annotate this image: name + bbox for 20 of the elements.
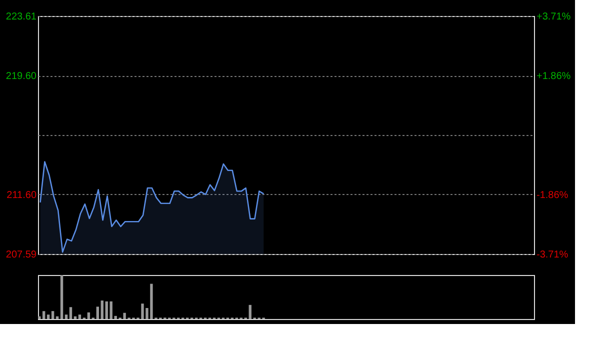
y-tick-label: 219.60 <box>6 71 37 82</box>
y-tick-label: 223.61 <box>6 12 37 22</box>
y2-tick-label: +3.71% <box>536 12 571 22</box>
bar <box>42 311 46 319</box>
bar <box>105 301 108 319</box>
y-tick-label: 211.60 <box>6 190 37 201</box>
bar <box>60 275 64 319</box>
y-tick-label: 207.59 <box>6 250 37 260</box>
bar <box>78 314 82 319</box>
bar <box>87 312 90 319</box>
y2-tick-label: -1.86% <box>536 190 568 202</box>
bar <box>51 311 54 319</box>
bar <box>46 314 50 319</box>
y2-tick-label: -3.71% <box>536 250 568 260</box>
bar <box>96 306 99 319</box>
y2-tick-label: +1.86% <box>536 70 571 82</box>
bar <box>248 304 252 319</box>
bar <box>64 314 68 319</box>
bar <box>100 300 104 319</box>
bar <box>69 307 72 319</box>
